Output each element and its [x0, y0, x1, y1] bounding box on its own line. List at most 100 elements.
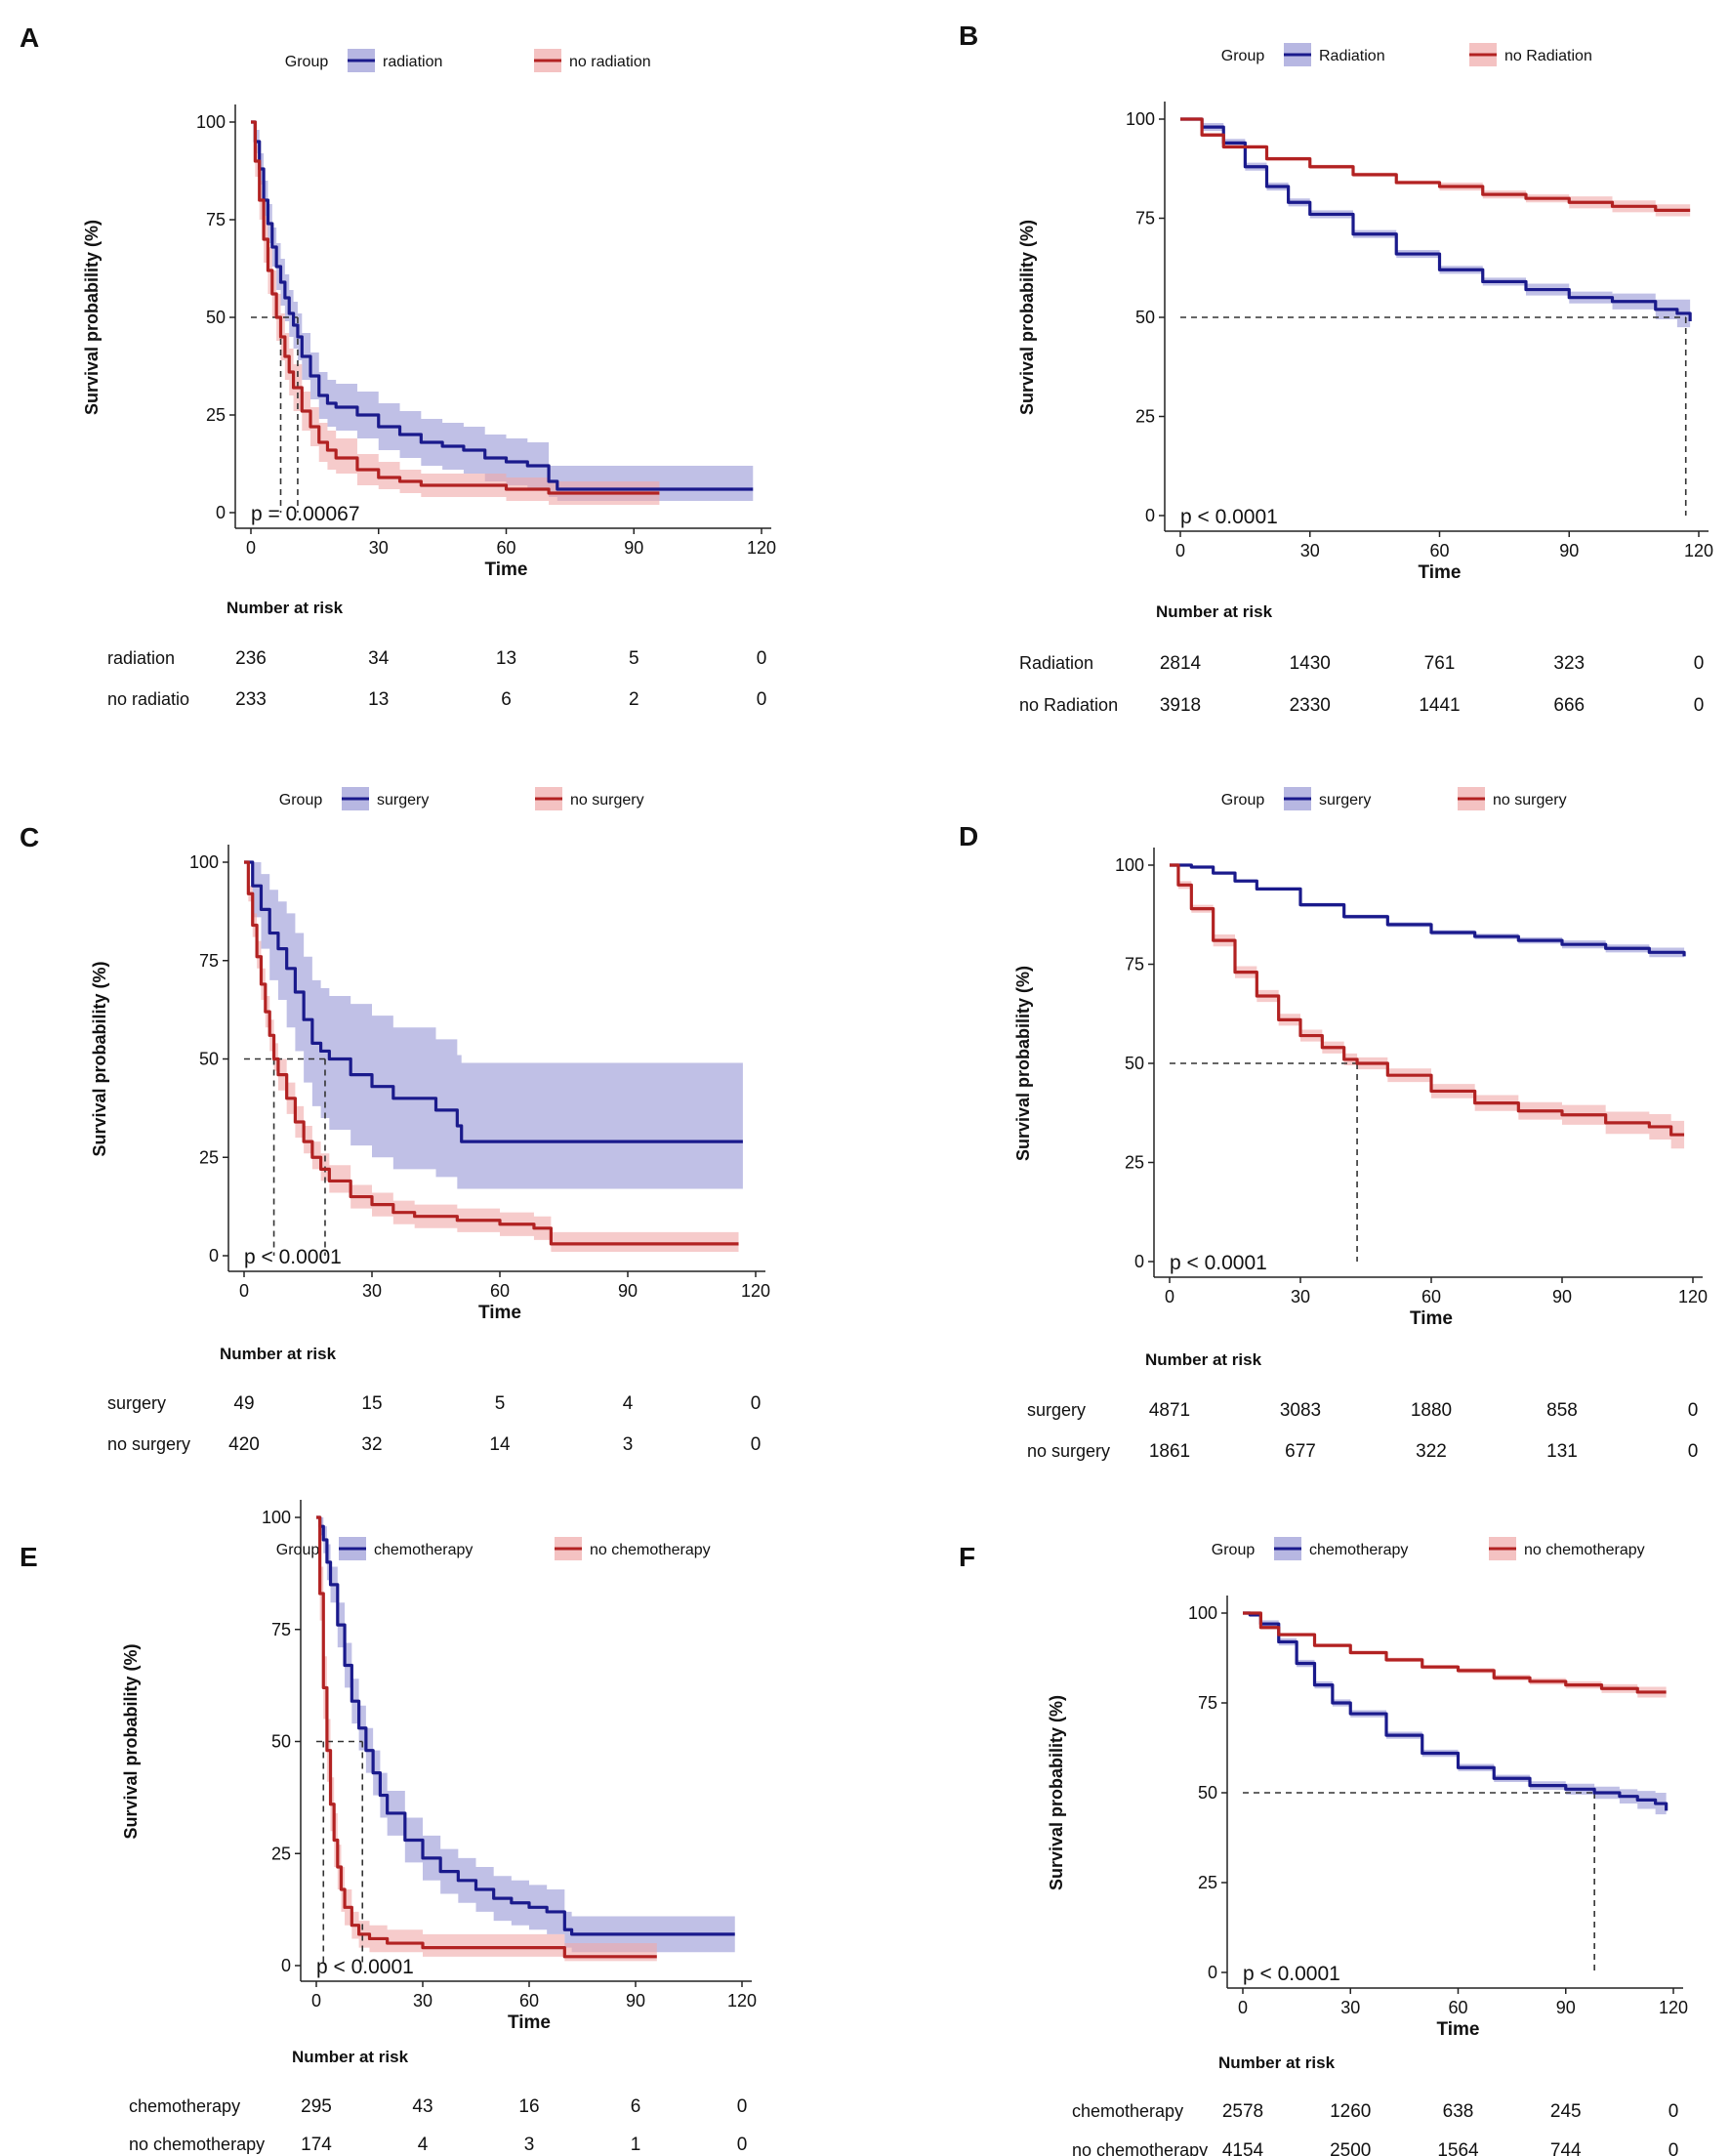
- y-tick-label: 25: [199, 1147, 219, 1167]
- median-reference-lines: [316, 1740, 364, 1966]
- ci-band-2: [1170, 865, 1685, 1149]
- legend-label: Radiation: [1319, 48, 1385, 64]
- risk-count: 32: [361, 1434, 382, 1455]
- panel-E: E Group chemotherapy no chemotherapy 0 25 50 75…: [20, 1500, 757, 2155]
- risk-count: 3083: [1280, 1400, 1321, 1421]
- risk-count: 34: [368, 648, 390, 669]
- x-axis-title: Time: [484, 560, 527, 580]
- risk-count: 323: [1553, 653, 1585, 674]
- risk-count: 5: [495, 1393, 506, 1414]
- y-axis-title: Survival probability (%): [1017, 220, 1037, 415]
- risk-count: 744: [1550, 2140, 1582, 2156]
- x-tick-label: 60: [1421, 1287, 1441, 1306]
- legend-title: Group: [1221, 48, 1265, 64]
- y-tick-label: 0: [1208, 1963, 1217, 1982]
- legend-label: radiation: [383, 54, 442, 70]
- risk-count: 3: [524, 2135, 535, 2155]
- y-tick-label: 75: [1135, 209, 1155, 228]
- legend-label: no chemotherapy: [1524, 1542, 1645, 1558]
- y-tick-label: 25: [1125, 1153, 1144, 1173]
- legend-label: surgery: [377, 792, 429, 808]
- risk-count: 0: [737, 2096, 748, 2117]
- x-tick-label: 30: [1291, 1287, 1310, 1306]
- legend-label: no surgery: [570, 792, 644, 808]
- risk-count: 0: [1694, 695, 1705, 716]
- risk-count: 16: [518, 2096, 539, 2117]
- x-tick-label: 60: [519, 1991, 539, 2011]
- y-tick-label: 25: [206, 405, 226, 425]
- x-tick-label: 30: [362, 1281, 382, 1301]
- x-axis-title: Time: [1436, 2019, 1479, 2040]
- risk-count: 858: [1546, 1400, 1578, 1421]
- x-tick-label: 120: [1684, 541, 1713, 560]
- y-tick-label: 100: [196, 112, 226, 132]
- legend-label: no surgery: [1493, 792, 1567, 808]
- risk-count: 3918: [1160, 695, 1201, 716]
- risk-table-title: Number at risk: [227, 599, 344, 617]
- risk-count: 13: [496, 648, 516, 669]
- risk-count: 638: [1443, 2101, 1474, 2122]
- y-axis-title: Survival probability (%): [1013, 966, 1033, 1161]
- legend-title: Group: [1221, 792, 1265, 808]
- risk-count: 295: [301, 2096, 332, 2117]
- risk-count: 0: [1694, 653, 1705, 674]
- survival-curve-1: [244, 860, 743, 1143]
- risk-row-label: no surgery: [1027, 1441, 1110, 1461]
- x-tick-label: 60: [496, 538, 515, 558]
- legend-title: Group: [276, 1542, 320, 1558]
- risk-table: Number at risk radiation 236 34 13 5 0 no radia…: [107, 599, 766, 710]
- p-value: p < 0.0001: [244, 1246, 342, 1268]
- risk-table-title: Number at risk: [292, 2048, 409, 2066]
- risk-count: 1880: [1411, 1400, 1452, 1421]
- axes: 0 25 50 75 100 0 30 60 90 120 Time Survival probabi…: [121, 1500, 757, 2033]
- risk-count: 43: [412, 2096, 432, 2117]
- ci-band-1: [316, 1517, 735, 1953]
- legend-label: surgery: [1319, 792, 1371, 808]
- legend: Group Radiation no Radiation: [1221, 43, 1592, 66]
- x-tick-label: 120: [747, 538, 776, 558]
- risk-count: 1564: [1437, 2140, 1479, 2156]
- risk-count: 1861: [1149, 1441, 1190, 1462]
- y-tick-label: 100: [1188, 1603, 1217, 1623]
- x-tick-label: 90: [626, 1991, 645, 2011]
- axes: 0 25 50 75 100 0 30 60 90 120 Time Survival probabi…: [90, 845, 770, 1323]
- risk-count: 6: [631, 2096, 641, 2117]
- y-tick-label: 75: [206, 210, 226, 229]
- y-axis-title: Survival probability (%): [1047, 1695, 1066, 1890]
- legend: Group chemotherapy no chemotherapy: [276, 1537, 711, 1560]
- panel-B: B Group Radiation no Radiation 0 25 50 75 100 0 30…: [959, 21, 1713, 716]
- y-tick-label: 0: [209, 1246, 219, 1265]
- risk-count: 0: [757, 689, 767, 710]
- risk-count: 1430: [1290, 653, 1331, 674]
- panel-label: B: [959, 21, 978, 51]
- legend-label: no chemotherapy: [590, 1542, 711, 1558]
- risk-table: Number at risk surgery 49 15 5 4 0 no surgery 42…: [107, 1345, 761, 1455]
- x-axis-title: Time: [478, 1303, 521, 1323]
- risk-count: 6: [501, 689, 512, 710]
- risk-count: 5: [629, 648, 639, 669]
- x-tick-label: 30: [369, 538, 389, 558]
- legend-label: chemotherapy: [374, 1542, 473, 1558]
- axes: 0 25 50 75 100 0 30 60 90 120 Time Survival probabi…: [1047, 1596, 1688, 2040]
- axes: 0 25 50 75 100 0 30 60 90 120 Time Survival probabi…: [82, 104, 776, 580]
- risk-count: 245: [1550, 2101, 1582, 2122]
- risk-table: Number at risk surgery 4871 3083 1880 858 0 no …: [1027, 1350, 1698, 1462]
- x-tick-label: 60: [1448, 1998, 1467, 2017]
- y-tick-label: 0: [1134, 1252, 1144, 1271]
- risk-table-title: Number at risk: [1145, 1350, 1262, 1369]
- y-tick-label: 50: [1125, 1054, 1144, 1073]
- y-tick-label: 25: [271, 1844, 291, 1863]
- y-tick-label: 0: [216, 503, 226, 522]
- x-tick-label: 0: [1238, 1998, 1248, 2017]
- risk-count: 15: [361, 1393, 382, 1414]
- legend-label: chemotherapy: [1309, 1542, 1408, 1558]
- legend-title: Group: [1212, 1542, 1256, 1558]
- risk-count: 1: [631, 2135, 641, 2155]
- legend-title: Group: [279, 792, 323, 808]
- x-tick-label: 120: [1678, 1287, 1708, 1306]
- risk-count: 0: [757, 648, 767, 669]
- risk-count: 174: [301, 2135, 332, 2155]
- axes: 0 25 50 75 100 0 30 60 90 120 Time Survival probabi…: [1013, 848, 1708, 1329]
- risk-count: 2: [629, 689, 639, 710]
- survival-curve-1: [316, 1515, 735, 1936]
